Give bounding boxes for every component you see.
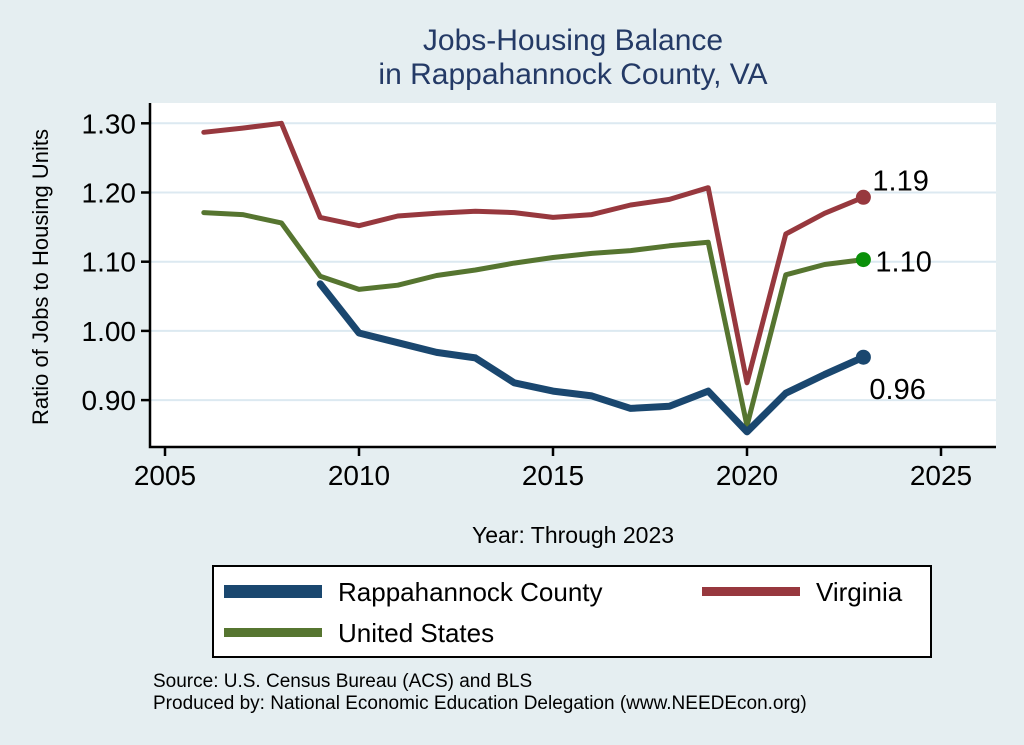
chart-title-line-1: Jobs-Housing Balance <box>422 24 724 57</box>
svg-text:1.20: 1.20 <box>82 178 137 209</box>
legend-swatch-united-states <box>224 628 322 637</box>
x-axis-caption: Year: Through 2023 <box>471 522 675 548</box>
svg-text:2020: 2020 <box>716 460 778 491</box>
svg-text:1.10: 1.10 <box>875 247 931 279</box>
legend-label-rappahannock-county: Rappahannock County <box>338 577 603 607</box>
legend-swatch-rappahannock-county <box>224 585 322 598</box>
legend-box: Rappahannock County Virginia United Stat… <box>212 565 932 658</box>
legend-label-virginia: Virginia <box>816 577 903 607</box>
source-note: Source: U.S. Census Bureau (ACS) and BLS… <box>153 671 807 715</box>
svg-text:1.19: 1.19 <box>872 165 928 197</box>
source-line: Source: U.S. Census Bureau (ACS) and BLS <box>153 671 533 692</box>
svg-text:1.30: 1.30 <box>82 108 137 139</box>
legend-swatch-virginia <box>702 587 800 596</box>
svg-text:1.10: 1.10 <box>82 247 137 278</box>
produced-by-line: Produced by: National Economic Education… <box>153 693 807 714</box>
svg-text:2015: 2015 <box>522 460 584 491</box>
svg-text:1.00: 1.00 <box>82 316 137 347</box>
svg-text:2010: 2010 <box>328 460 390 491</box>
svg-text:2025: 2025 <box>910 460 972 491</box>
chart-title: Jobs-Housing Balance in Rappahannock Cou… <box>150 24 996 92</box>
svg-text:2005: 2005 <box>134 460 196 491</box>
svg-text:0.96: 0.96 <box>869 374 925 406</box>
svg-text:0.90: 0.90 <box>82 385 137 416</box>
chart-title-line-2: in Rappahannock County, VA <box>378 58 768 91</box>
legend-label-united-states: United States <box>338 618 495 648</box>
